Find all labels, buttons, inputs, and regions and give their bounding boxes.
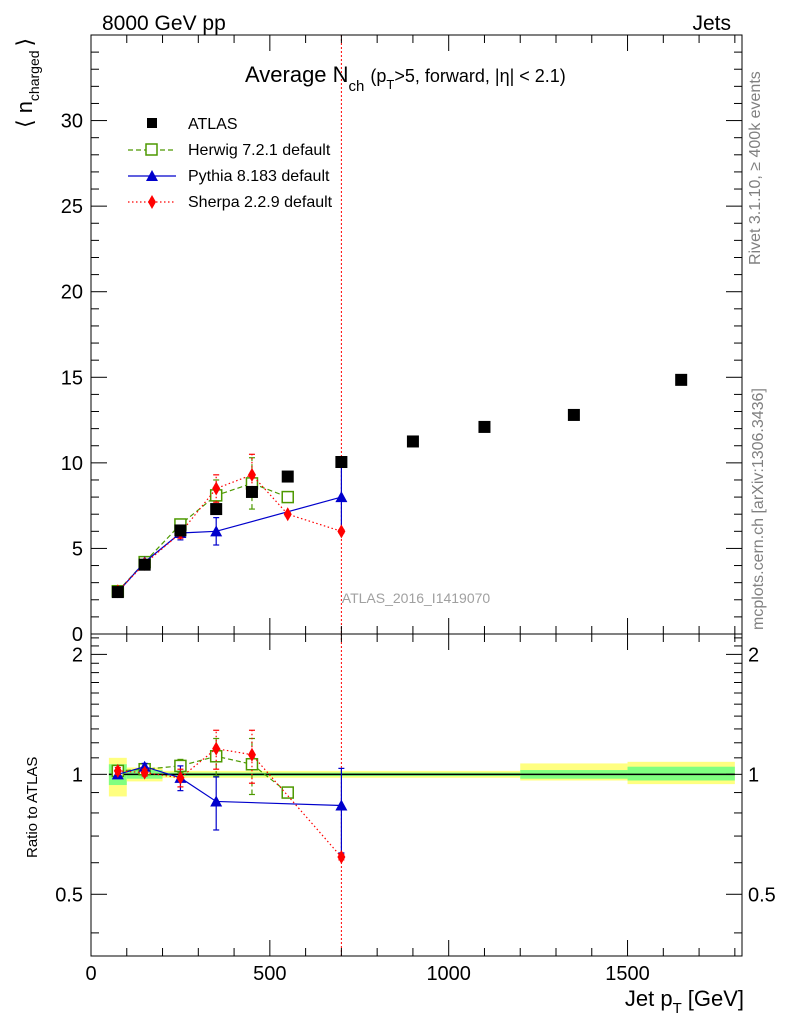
ratio-sherpa-point-75 [113, 763, 122, 778]
main-herwig-line [117, 482, 288, 592]
main-atlas-point-250 [174, 524, 187, 537]
legend-sherpa-label: Sherpa 2.2.9 default [188, 194, 333, 211]
plot-title: Average Nch (pT>5, forward, |η| < 2.1) [245, 62, 566, 95]
ratio-ytick-label-right-0.5: 0.5 [748, 884, 776, 906]
legend-entry-sherpa: Sherpa 2.2.9 default [128, 194, 333, 211]
main-ytick-label-20: 20 [61, 282, 83, 304]
ratio-ytick-label-left-1: 1 [72, 764, 83, 786]
main-pythia-point-350 [210, 525, 223, 537]
ratio-sherpa-point-150 [140, 765, 149, 780]
ratio-ytick-label-left-2: 2 [72, 644, 83, 666]
ratio-sherpa-line [117, 748, 342, 858]
ylabel-subscript: charged [26, 50, 42, 101]
xtick-label-500: 500 [253, 963, 286, 985]
main-atlas-point-900 [406, 435, 419, 448]
main-atlas-point-700 [335, 456, 348, 469]
ratio-ytick-label-right-2: 2 [748, 644, 759, 666]
main-pythia-line [117, 496, 342, 593]
xtick-label-0: 0 [85, 963, 96, 985]
main-sherpa-point-350 [212, 481, 221, 496]
main-ytick-label-25: 25 [61, 196, 83, 218]
ratio-plot-panel: 0.5 0.5 1 1 2 2 0 500 1000 1500 Ratio to ATLAS Je… [24, 633, 776, 1017]
main-ytick-label-10: 10 [61, 453, 83, 475]
main-ytick-label-15: 15 [61, 367, 83, 389]
main-sherpa-point-450 [247, 467, 256, 482]
main-ytick-label-30: 30 [61, 111, 83, 133]
ratio-ytick-label-right-1: 1 [748, 764, 759, 786]
main-atlas-point-150 [138, 558, 151, 571]
legend-atlas-marker [147, 118, 157, 128]
xlabel-main: Jet p [625, 986, 673, 1011]
xlabel-subscript: T [673, 1000, 682, 1017]
main-plot-panel: 0 5 10 15 20 25 30 ATLAS_2016_I1419070 Average… [12, 34, 743, 646]
legend-atlas-label: ATLAS [188, 116, 238, 133]
ratio-y-axis-label: Ratio to ATLAS [24, 757, 41, 858]
title-main: Average N [245, 62, 349, 87]
main-atlas-point-1650 [675, 373, 688, 386]
ratio-pythia-point-350 [210, 795, 223, 807]
ylabel-open: ⟨ n [12, 101, 37, 128]
xlabel-unit: [GeV] [688, 986, 744, 1011]
ratio-sherpa-point-250 [176, 770, 185, 785]
main-pythia-point-700 [335, 491, 348, 503]
legend-herwig-marker [145, 143, 158, 156]
legend-entry-pythia: Pythia 8.183 default [128, 168, 330, 185]
main-ytick-label-0: 0 [72, 624, 83, 646]
legend: ATLAS Herwig 7.2.1 default Pythia 8.183 … [128, 116, 333, 211]
x-axis-label: Jet pT [GeV] [625, 986, 744, 1017]
ratio-sherpa-point-350 [212, 741, 221, 756]
main-sherpa-point-550 [283, 507, 292, 522]
xtick-label-1000: 1000 [426, 963, 471, 985]
process-label: Jets [692, 12, 731, 35]
main-atlas-point-550 [281, 470, 294, 483]
main-atlas-point-350 [210, 503, 223, 516]
rivet-version-label: Rivet 3.1.10, ≥ 400k events [747, 71, 764, 265]
main-y-axis-label: ⟨ ncharged ⟩ [12, 38, 42, 128]
title-cut-b: >5, forward, |η| < 2.1) [394, 66, 565, 86]
title-cut-subscript: T [386, 77, 394, 92]
title-subscript: ch [349, 78, 365, 95]
main-atlas-point-1100 [478, 420, 491, 433]
main-sherpa-line [117, 474, 342, 592]
main-ytick-label-5: 5 [72, 538, 83, 560]
collision-energy-label: 8000 GeV pp [102, 12, 226, 35]
legend-herwig-label: Herwig 7.2.1 default [188, 142, 331, 159]
legend-pythia-marker [146, 170, 158, 181]
main-sherpa-point-700 [337, 524, 346, 539]
main-atlas-point-450 [245, 485, 258, 498]
ratio-herwig-point-550 [281, 786, 294, 799]
main-atlas-point-75 [111, 586, 124, 599]
xtick-label-1500: 1500 [605, 963, 650, 985]
ratio-sherpa-point-700 [337, 850, 346, 865]
ylabel-close: ⟩ [12, 38, 37, 47]
ratio-plot-frame [90, 633, 743, 957]
main-atlas-point-1350 [567, 408, 580, 421]
legend-sherpa-marker [148, 195, 156, 209]
ratio-pythia-point-700 [335, 799, 348, 811]
analysis-watermark: ATLAS_2016_I1419070 [342, 590, 491, 606]
title-cut-a: (p [370, 66, 386, 86]
legend-entry-atlas: ATLAS [147, 116, 238, 133]
legend-entry-herwig: Herwig 7.2.1 default [128, 142, 331, 159]
ratio-ytick-label-left-0.5: 0.5 [55, 884, 83, 906]
legend-pythia-label: Pythia 8.183 default [188, 168, 330, 185]
mcplots-reference-label: mcplots.cern.ch [arXiv:1306.3436] [750, 388, 767, 630]
ratio-sherpa-point-450 [247, 747, 256, 762]
main-herwig-point-550 [281, 490, 294, 504]
